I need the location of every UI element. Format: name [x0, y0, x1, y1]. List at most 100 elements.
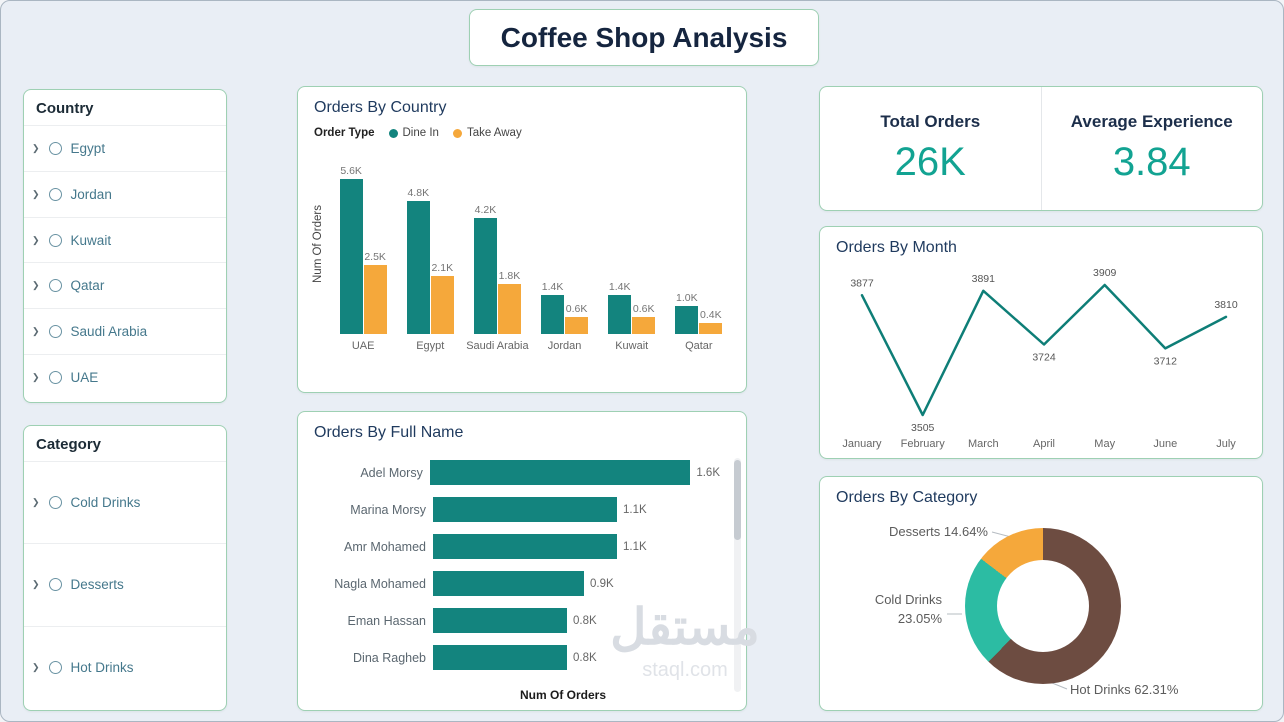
radio-button-icon[interactable] [48, 371, 62, 385]
x-axis-label: Num Of Orders [519, 688, 606, 702]
bar-dine-in-saudi-arabia[interactable]: 4.2K [473, 204, 497, 334]
country-option-egypt[interactable]: ❯ Egypt [24, 126, 226, 172]
donut-chart[interactable] [965, 528, 1121, 684]
chevron-right-icon[interactable]: ❯ [32, 579, 40, 590]
legend-item-take-away[interactable]: Take Away [452, 127, 522, 139]
kpi-label: Total Orders [880, 112, 981, 131]
chevron-right-icon[interactable]: ❯ [32, 372, 40, 383]
page-title: Coffee Shop Analysis [500, 21, 788, 53]
hbar-marina-morsy[interactable] [433, 497, 617, 522]
hbar-value-label: 0.8K [573, 651, 597, 664]
svg-text:3505: 3505 [911, 422, 935, 434]
category-label: UAE [351, 340, 375, 352]
radio-button-icon[interactable] [48, 660, 62, 674]
bar-take-away-jordan[interactable]: 0.6K [565, 303, 589, 334]
category-option-cold-drinks[interactable]: ❯ Cold Drinks [24, 462, 226, 545]
bar-dine-in-uae[interactable]: 5.6K [339, 165, 363, 334]
bar-take-away-kuwait[interactable]: 0.6K [632, 303, 656, 334]
country-option-saudi-arabia[interactable]: ❯ Saudi Arabia [24, 309, 226, 356]
bar-take-away-egypt[interactable]: 2.1K [430, 262, 454, 334]
kpi-average-experience: Average Experience 3.84 [1040, 87, 1263, 210]
radio-button-icon[interactable] [48, 141, 62, 155]
category-option-hot-drinks[interactable]: ❯ Hot Drinks [24, 627, 226, 708]
legend-item-dine-in[interactable]: Dine In [388, 127, 439, 139]
bar-value-label: 1.4K [608, 281, 631, 293]
radio-button-icon[interactable] [48, 233, 62, 247]
filter-option-label: Jordan [70, 186, 112, 202]
donut-hole [997, 560, 1089, 652]
bar-value-label: 0.6K [632, 303, 655, 315]
person-name-label: Amr Mohamed [344, 539, 426, 554]
bar-dine-in-egypt[interactable]: 4.8K [406, 187, 430, 334]
radio-button-icon[interactable] [48, 578, 62, 592]
filter-option-label: UAE [70, 370, 99, 386]
country-filter-title: Country [24, 90, 226, 126]
filter-option-label: Desserts [70, 577, 124, 593]
country-option-uae[interactable]: ❯ UAE [24, 355, 226, 400]
svg-text:March: March [968, 438, 999, 450]
radio-button-icon[interactable] [48, 496, 62, 510]
donut-label-hot-drinks: Hot Drinks 62.31% [1070, 682, 1179, 697]
category-label: Kuwait [615, 340, 649, 352]
hbar-amr-mohamed[interactable] [433, 534, 617, 559]
kpi-value: 3.84 [1112, 140, 1191, 184]
person-name-label: Marina Morsy [350, 502, 426, 517]
category-label: Jordan [547, 340, 582, 352]
orders-by-fullname-card: Orders By Full Name Adel Morsy 1.6K Marina… [297, 411, 747, 711]
orders-by-month-title: Orders By Month [836, 239, 957, 256]
scrollbar-thumb[interactable] [734, 460, 741, 540]
radio-button-icon[interactable] [48, 325, 62, 339]
category-option-desserts[interactable]: ❯ Desserts [24, 544, 226, 627]
chevron-right-icon[interactable]: ❯ [32, 234, 40, 245]
hbar-row-nagla-mohamed: Nagla Mohamed 0.9K [314, 571, 720, 596]
orders-by-country-card: Orders By Country Order Type Dine In Take… [297, 86, 747, 393]
bar-group-uae: 5.6K 2.5K UAE [331, 162, 395, 370]
radio-button-icon[interactable] [48, 187, 62, 201]
country-option-qatar[interactable]: ❯ Qatar [24, 263, 226, 310]
bar-group-jordan: 1.4K 0.6K Jordan [533, 162, 597, 370]
filter-option-label: Hot Drinks [70, 659, 134, 675]
chevron-right-icon[interactable]: ❯ [32, 497, 40, 508]
svg-text:3877: 3877 [850, 277, 874, 289]
chevron-right-icon[interactable]: ❯ [32, 326, 40, 337]
country-option-kuwait[interactable]: ❯ Kuwait [24, 218, 226, 264]
bar-take-away-uae[interactable]: 2.5K [363, 251, 387, 334]
category-filter-list: ❯ Cold Drinks ❯ Desserts ❯ Hot Drinks [24, 462, 226, 708]
country-filter-list: ❯ Egypt ❯ Jordan ❯ Kuwait ❯ Qatar ❯ Saudi Arabia ❯… [24, 126, 226, 400]
country-filter-card: Country ❯ Egypt ❯ Jordan ❯ Kuwait ❯ Qatar ❯ Saudi… [23, 89, 227, 403]
chevron-right-icon[interactable]: ❯ [32, 661, 40, 672]
radio-button-icon[interactable] [48, 279, 62, 293]
chevron-right-icon[interactable]: ❯ [32, 188, 40, 199]
hbar-value-label: 0.9K [590, 577, 614, 590]
bar-value-label: 4.8K [407, 187, 430, 199]
chevron-right-icon[interactable]: ❯ [32, 142, 40, 153]
svg-text:3810: 3810 [1214, 299, 1238, 311]
scrollbar[interactable] [734, 458, 741, 692]
person-name-label: Dina Ragheb [353, 650, 426, 665]
kpi-label: Average Experience [1070, 112, 1233, 131]
chevron-right-icon[interactable]: ❯ [32, 280, 40, 291]
person-name-label: Nagla Mohamed [334, 576, 426, 591]
bar-dine-in-kuwait[interactable]: 1.4K [608, 281, 632, 334]
orders-by-category-card: Orders By Category Desserts 14.64% Cold … [819, 476, 1263, 711]
hbar-nagla-mohamed[interactable] [433, 571, 584, 596]
donut-label-cold-drinks: Cold Drinks 23.05% [874, 592, 942, 626]
bar-dine-in-jordan[interactable]: 1.4K [541, 281, 565, 334]
bar-value-label: 1.0K [676, 292, 698, 304]
orders-by-country-title: Orders By Country [314, 99, 447, 116]
legend-dot-icon [452, 128, 462, 138]
bar-dine-in-qatar[interactable]: 1.0K [675, 292, 699, 334]
svg-text:January: January [842, 438, 882, 450]
bar-take-away-saudi-arabia[interactable]: 1.8K [497, 270, 521, 334]
hbar-adel-morsy[interactable] [429, 460, 691, 485]
hbar-dina-ragheb[interactable] [433, 645, 567, 670]
bar-group-egypt: 4.8K 2.1K Egypt [398, 162, 462, 370]
svg-text:3909: 3909 [1093, 267, 1117, 279]
country-option-jordan[interactable]: ❯ Jordan [24, 172, 226, 218]
kpi-card: Total Orders 26K Average Experience 3.84 [819, 86, 1263, 211]
bar-take-away-qatar[interactable]: 0.4K [699, 309, 723, 334]
hbar-eman-hassan[interactable] [433, 608, 567, 633]
svg-text:3891: 3891 [972, 273, 996, 285]
svg-text:May: May [1094, 438, 1115, 450]
